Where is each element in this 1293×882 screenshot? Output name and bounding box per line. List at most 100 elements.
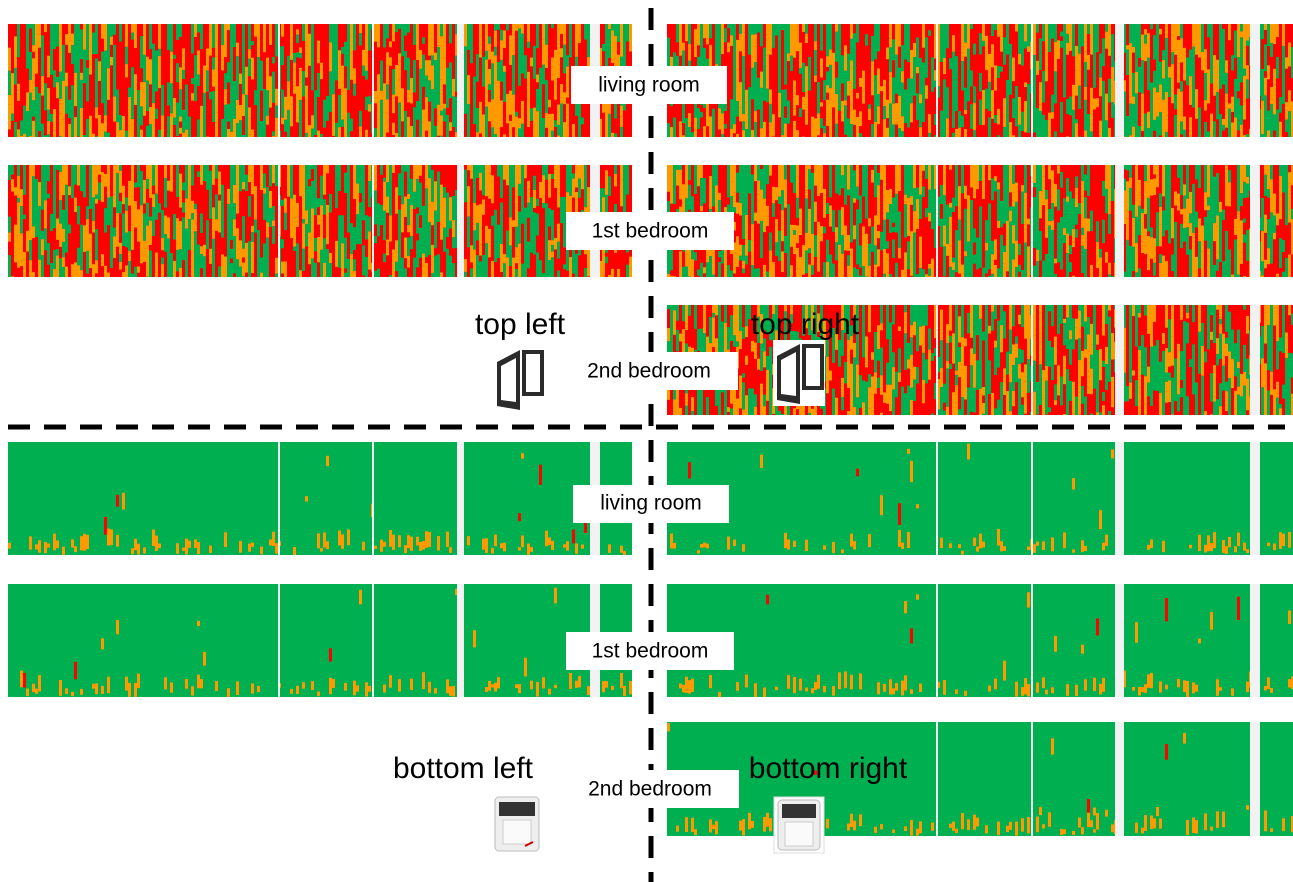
heatmap-cell — [407, 165, 410, 195]
heatmap-cell — [874, 264, 877, 277]
heatmap-cell — [946, 400, 949, 407]
heatmap-cell — [1129, 187, 1132, 211]
heatmap-cell — [95, 683, 98, 695]
heatmap-cell — [1231, 96, 1234, 112]
heatmap-cell — [937, 356, 940, 373]
heatmap-cell — [326, 248, 329, 277]
heatmap-cell — [739, 82, 742, 108]
heatmap-cell — [805, 687, 808, 692]
heatmap-cell — [1006, 165, 1009, 184]
heatmap-cell — [263, 243, 266, 270]
heatmap-cell — [311, 57, 314, 91]
heatmap-cell — [344, 682, 347, 691]
heatmap-cell — [1192, 305, 1195, 323]
heatmap-cell — [895, 683, 898, 691]
heatmap-cell — [907, 24, 910, 55]
heatmap-cell — [35, 24, 38, 52]
heatmap-cell — [1273, 389, 1276, 410]
heatmap-cell — [742, 114, 745, 122]
heatmap-cell — [1024, 274, 1027, 277]
heatmap-cell — [605, 38, 608, 72]
heatmap-cell — [446, 679, 449, 694]
heatmap-cell — [236, 259, 239, 269]
heatmap-cell — [1093, 365, 1096, 389]
heatmap-cell — [703, 542, 706, 548]
heatmap-cell — [1246, 183, 1249, 198]
heatmap-cell — [919, 165, 922, 195]
heatmap-cell — [1045, 189, 1048, 200]
heatmap-cell — [883, 392, 886, 403]
heatmap-cell — [374, 270, 377, 276]
heatmap-cell — [775, 219, 778, 243]
heatmap-cell — [98, 114, 101, 137]
heatmap-cell — [131, 119, 134, 130]
heatmap-cell — [1072, 381, 1075, 414]
heatmap-cell — [757, 305, 760, 317]
heatmap-cell — [787, 265, 790, 277]
heatmap-cell — [383, 210, 386, 241]
heatmap-cell — [688, 184, 691, 200]
heatmap-cell — [614, 165, 617, 174]
heatmap-cell — [191, 200, 194, 214]
heatmap-cell — [1276, 305, 1279, 314]
heatmap-cell — [1024, 381, 1027, 397]
heatmap-cell — [224, 24, 227, 57]
heatmap-cell — [311, 236, 314, 259]
heatmap-cell — [149, 270, 152, 277]
heatmap-cell — [1264, 411, 1267, 415]
heatmap-cell — [1135, 305, 1138, 335]
heatmap-cell — [958, 544, 961, 549]
heatmap-cell — [868, 408, 871, 415]
heatmap-cell — [389, 215, 392, 242]
heatmap-cell — [314, 267, 317, 274]
heatmap-cell — [230, 76, 233, 102]
heatmap-cell — [856, 397, 859, 415]
heatmap-cell — [233, 235, 236, 242]
heatmap-cell — [368, 685, 371, 692]
heatmap-cell — [811, 202, 814, 234]
heatmap-cell — [1150, 227, 1153, 238]
heatmap-cell — [1039, 369, 1042, 380]
heatmap-cell — [1000, 413, 1003, 415]
heatmap-cell — [1225, 72, 1228, 94]
heatmap-cell — [1213, 67, 1216, 96]
heatmap-cell — [1270, 351, 1273, 372]
heatmap-cell — [119, 165, 122, 171]
heatmap-cell — [569, 165, 572, 196]
heatmap-cell — [32, 206, 35, 227]
heatmap-cell — [86, 24, 89, 56]
heatmap-cell — [239, 240, 242, 267]
heatmap-cell — [1123, 350, 1126, 373]
heatmap-cell — [706, 262, 709, 277]
heatmap-cell — [188, 123, 191, 137]
heatmap-cell — [1060, 828, 1063, 835]
heatmap-cell — [1009, 165, 1012, 193]
heatmap-cell — [629, 681, 632, 695]
heatmap-cell — [1048, 812, 1051, 827]
heatmap-cell — [778, 165, 781, 197]
heatmap-cell — [350, 118, 353, 132]
heatmap-cell — [116, 534, 119, 547]
heatmap-cell — [515, 226, 518, 231]
heatmap-cell — [904, 305, 907, 313]
heatmap-cell — [1033, 92, 1036, 124]
heatmap-cell — [1195, 165, 1198, 180]
heatmap-cell — [404, 165, 407, 172]
heatmap-cell — [781, 108, 784, 136]
heatmap-cell — [233, 114, 236, 119]
heatmap-cell — [140, 205, 143, 223]
heatmap-cell — [221, 184, 224, 205]
heatmap-cell — [290, 24, 293, 38]
heatmap-cell — [551, 24, 554, 29]
heatmap-cell — [907, 208, 910, 236]
heatmap-cell — [539, 122, 542, 137]
heatmap-cell — [372, 24, 374, 137]
heatmap-cell — [569, 24, 572, 58]
heatmap-cell — [125, 197, 128, 211]
heatmap-cell — [554, 684, 557, 689]
heatmap-cell — [859, 111, 862, 127]
heatmap-cell — [320, 62, 323, 80]
heatmap-cell — [1108, 351, 1111, 382]
heatmap-cell — [53, 216, 56, 229]
heatmap-cell — [1039, 38, 1042, 71]
